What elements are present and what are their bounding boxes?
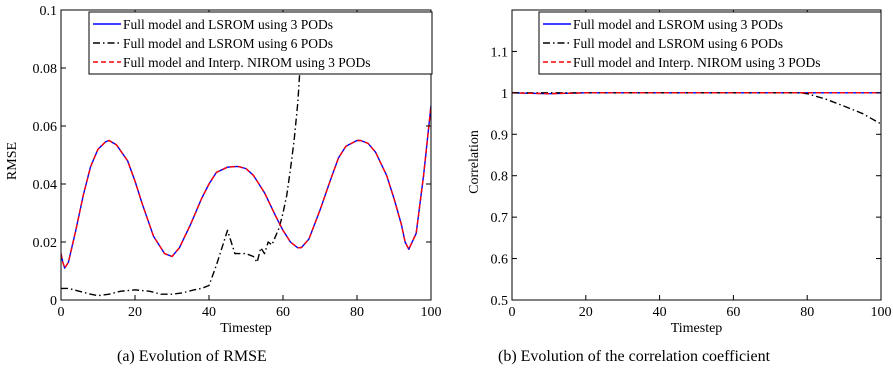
legend-box [538, 11, 882, 75]
legend: Full model and LSROM using 3 PODs Full mo… [538, 11, 882, 75]
legend: Full model and LSROM using 3 PODs Full mo… [88, 11, 433, 75]
y-axis-label: RMSE [5, 142, 20, 180]
legend-label-2: Full model and LSROM using 6 PODs [573, 36, 783, 51]
x-tick-label: 40 [202, 305, 216, 320]
legend-box [88, 11, 433, 75]
axes-frame [60, 9, 432, 301]
y-axis-label: Correlation [467, 130, 482, 194]
x-tick-label: 60 [276, 305, 290, 320]
legend-label-1: Full model and LSROM using 3 PODs [123, 17, 333, 32]
series-line-2 [61, 67, 301, 297]
caption-rmse: (a) Evolution of RMSE [117, 348, 267, 365]
legend-label-2: Full model and LSROM using 6 PODs [123, 36, 333, 51]
y-tick-label: 0.06 [33, 120, 58, 135]
y-tick-label: 0.5 [491, 294, 509, 309]
y-tick-label: 0.7 [491, 211, 509, 226]
y-tick-label: 0.6 [491, 253, 509, 268]
plot-panel-rmse: 0 20 40 60 80 100 0 0.02 0.04 0.06 0.08 0.1 Timestep… [5, 4, 442, 336]
x-tick-label: 0 [509, 305, 516, 320]
series-line-3 [61, 105, 431, 269]
series-line-1 [61, 105, 431, 269]
x-axis-label: Timestep [220, 321, 272, 336]
y-tick-label: 0.08 [33, 62, 58, 77]
plot-panel-correlation: 0 20 40 60 80 100 0.5 0.6 0.7 0.8 0.9 1 1.1 Timestep C… [467, 9, 892, 336]
legend-label-3: Full model and Interp. NIROM using 3 POD… [573, 55, 821, 70]
x-tick-label: 60 [726, 305, 740, 320]
y-tick-label: 0 [50, 294, 57, 309]
y-tick-label: 0.8 [491, 170, 509, 185]
x-tick-label: 20 [579, 305, 593, 320]
x-tick-label: 100 [421, 305, 442, 320]
x-tick-label: 40 [653, 305, 667, 320]
series-line-2 [512, 92, 881, 125]
legend-label-3: Full model and Interp. NIROM using 3 POD… [123, 55, 371, 70]
y-tick-label: 0.9 [491, 128, 509, 143]
x-tick-label: 80 [350, 305, 364, 320]
series-line-3 [512, 92, 881, 95]
x-tick-label: 0 [58, 305, 65, 320]
x-tick-label: 20 [128, 305, 142, 320]
x-tick-label: 80 [800, 305, 814, 320]
y-tick-label: 1 [501, 87, 508, 102]
x-axis-label: Timestep [671, 321, 723, 336]
x-tick-label: 100 [871, 305, 892, 320]
legend-label-1: Full model and LSROM using 3 PODs [573, 17, 783, 32]
caption-correlation: (b) Evolution of the correlation coeffic… [498, 348, 771, 365]
axes-frame [511, 9, 882, 301]
y-tick-label: 1.1 [491, 45, 509, 60]
y-tick-label: 0.04 [33, 178, 58, 193]
y-tick-label: 0.1 [40, 4, 58, 19]
y-tick-label: 0.02 [33, 236, 58, 251]
